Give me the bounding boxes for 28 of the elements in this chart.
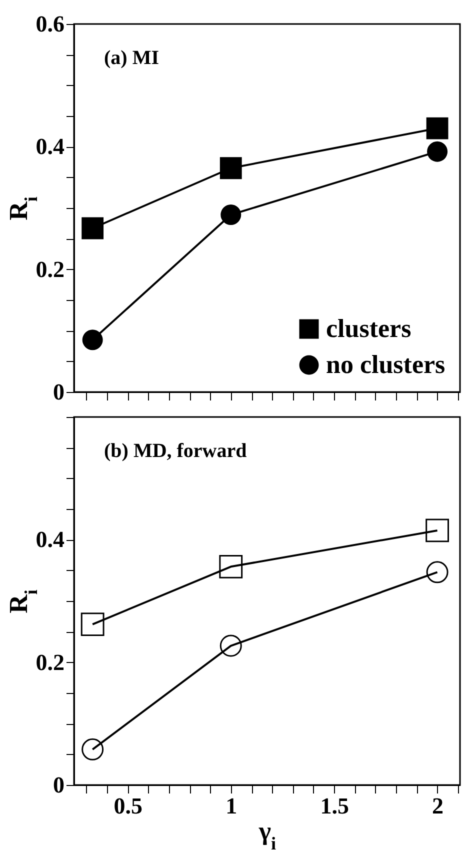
point bbox=[82, 217, 104, 240]
point bbox=[426, 518, 449, 542]
y-tick-label: 0.2 bbox=[36, 256, 64, 282]
point bbox=[82, 738, 104, 760]
y-tick-label: 0.4 bbox=[36, 134, 65, 160]
point bbox=[80, 612, 104, 636]
point bbox=[426, 561, 448, 584]
annotation: (a) MI bbox=[104, 47, 160, 69]
point bbox=[82, 330, 103, 350]
y-tick-label: 0.2 bbox=[36, 650, 64, 675]
annotation: (b) MD, forward bbox=[104, 440, 247, 462]
y-tick-label: 0 bbox=[53, 380, 64, 404]
y-tick-label: 0.4 bbox=[36, 527, 65, 552]
point bbox=[220, 157, 242, 180]
y-tick-label: 0.6 bbox=[36, 12, 64, 36]
x-tick-label: 1.5 bbox=[320, 794, 349, 818]
point bbox=[219, 554, 243, 578]
x-tick-label: 1 bbox=[226, 794, 238, 818]
point bbox=[220, 634, 242, 657]
point bbox=[427, 141, 448, 162]
y-tick-label: 0 bbox=[53, 772, 64, 798]
x-tick-label: 2 bbox=[432, 794, 444, 818]
x-axis-title: γ$_{i}$ bbox=[258, 816, 276, 854]
legend-label: no clusters bbox=[326, 350, 446, 379]
x-tick-label: 0.5 bbox=[114, 794, 143, 818]
point bbox=[426, 117, 448, 140]
point bbox=[220, 204, 242, 225]
legend-label: clusters bbox=[326, 314, 412, 343]
